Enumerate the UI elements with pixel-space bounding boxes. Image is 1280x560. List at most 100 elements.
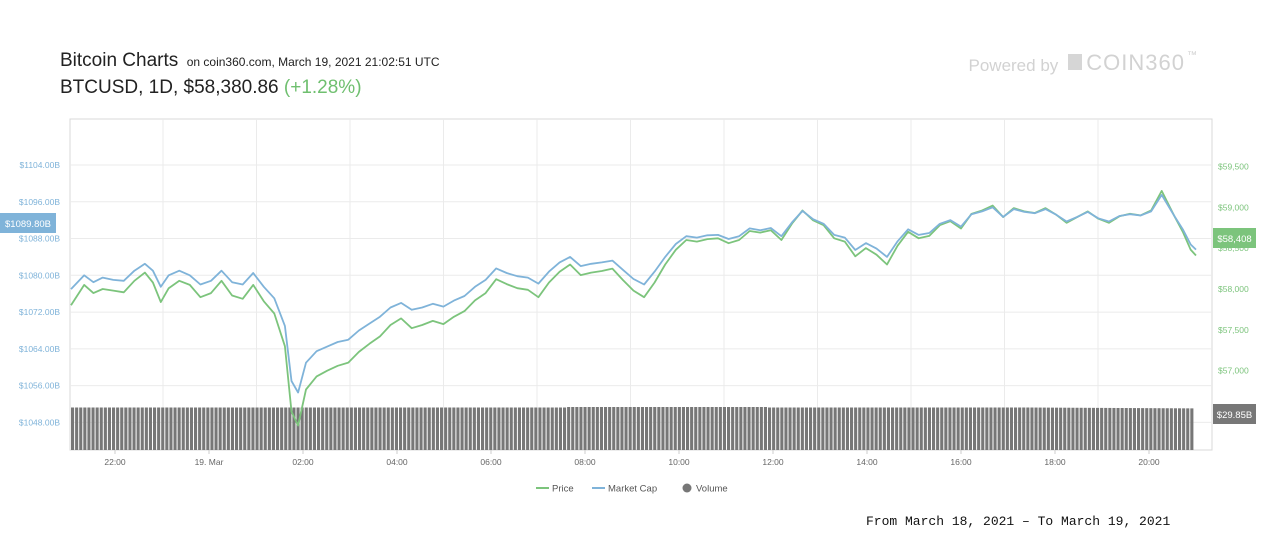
- volume-bar: [694, 407, 698, 450]
- volume-bar: [481, 407, 485, 450]
- volume-bar: [460, 407, 464, 450]
- volume-bar: [366, 407, 370, 450]
- volume-bar: [362, 407, 366, 450]
- volume-bar: [472, 407, 476, 450]
- title-block: Bitcoin Charts on coin360.com, March 19,…: [60, 50, 440, 101]
- volume-bar: [907, 407, 911, 450]
- volume-bar: [1026, 407, 1030, 450]
- volume-bar: [1001, 407, 1005, 450]
- x-axis-tick-label: 18:00: [1044, 457, 1066, 467]
- right-axis-tick-label: $57,000: [1218, 366, 1249, 376]
- volume-bar: [136, 407, 140, 450]
- legend-market-cap-label: Market Cap: [608, 484, 657, 495]
- volume-bar: [148, 407, 152, 450]
- volume-bar: [448, 407, 452, 450]
- volume-bar: [214, 407, 218, 450]
- volume-bar: [628, 407, 632, 450]
- powered-by-label: Powered by: [968, 56, 1059, 75]
- volume-bar: [587, 407, 591, 450]
- powered-by[interactable]: Powered by COIN360 ™: [969, 50, 1199, 76]
- volume-bar: [681, 407, 685, 450]
- volume-bar: [546, 407, 550, 450]
- volume-bar: [755, 407, 759, 450]
- volume-bar: [394, 407, 398, 450]
- volume-bar: [788, 407, 792, 450]
- volume-bar: [624, 407, 628, 450]
- volume-bar: [821, 407, 825, 450]
- volume-bar: [772, 407, 776, 450]
- price-change: (+1.28%): [283, 77, 362, 98]
- volume-bar: [95, 407, 99, 450]
- market-cap-line[interactable]: [70, 194, 1197, 394]
- volume-bar: [1186, 408, 1190, 450]
- volume-bar: [727, 407, 731, 450]
- volume-bar: [1120, 408, 1124, 450]
- volume-bar: [91, 407, 95, 450]
- market-cap-current-label: $1089.80B: [5, 219, 51, 230]
- volume-bar: [341, 407, 345, 450]
- volume-bar: [1165, 408, 1169, 450]
- volume-bar: [485, 407, 489, 450]
- right-axis-tick-label: $59,500: [1218, 161, 1249, 171]
- volume-bar: [1137, 408, 1141, 450]
- volume-bar: [247, 407, 251, 450]
- volume-bar: [505, 407, 509, 450]
- volume-bar: [333, 407, 337, 450]
- volume-bar: [1157, 408, 1161, 450]
- volume-bar: [1055, 407, 1059, 450]
- volume-bar: [1112, 407, 1116, 450]
- volume-bar: [530, 407, 534, 450]
- volume-bar: [747, 407, 751, 450]
- volume-bar: [87, 407, 91, 450]
- volume-bar: [657, 407, 661, 450]
- volume-bar: [956, 407, 960, 450]
- coin360-logo-text: COIN360: [1086, 50, 1185, 75]
- coin360-logo-tm: ™: [1187, 50, 1198, 61]
- volume-bar: [427, 407, 431, 450]
- volume-bar: [144, 407, 148, 450]
- volume-bar: [1067, 407, 1071, 450]
- volume-bar: [386, 407, 390, 450]
- volume-bar: [157, 407, 161, 450]
- volume-bar: [612, 407, 616, 450]
- legend-volume-label: Volume: [696, 484, 728, 495]
- right-axis-tick-label: $57,500: [1218, 325, 1249, 335]
- volume-bar: [263, 407, 267, 450]
- volume-bar: [304, 407, 308, 450]
- volume-bar: [169, 407, 173, 450]
- volume-bar: [1009, 407, 1013, 450]
- volume-bar: [878, 407, 882, 450]
- volume-bar: [841, 407, 845, 450]
- volume-bar: [669, 407, 673, 450]
- legend-price-label: Price: [552, 484, 574, 495]
- volume-bar: [353, 407, 357, 450]
- volume-bar: [259, 407, 263, 450]
- volume-bar: [1153, 408, 1157, 450]
- volume-bar: [128, 407, 132, 450]
- volume-bar: [222, 407, 226, 450]
- volume-bar: [431, 407, 435, 450]
- volume-bar: [1149, 408, 1153, 450]
- volume-bar: [608, 407, 612, 450]
- volume-bar: [497, 407, 501, 450]
- volume-bar: [181, 407, 185, 450]
- volume-bar: [989, 407, 993, 450]
- volume-bar: [768, 407, 772, 450]
- volume-bar: [932, 407, 936, 450]
- volume-bar: [731, 407, 735, 450]
- volume-bar: [575, 407, 579, 450]
- volume-bar: [194, 407, 198, 450]
- volume-bar: [985, 407, 989, 450]
- volume-bar: [784, 407, 788, 450]
- volume-bar: [267, 407, 271, 450]
- volume-bar: [107, 407, 111, 450]
- volume-bar: [780, 407, 784, 450]
- date-range: From March 18, 2021 – To March 19, 2021: [866, 514, 1171, 529]
- volume-bar: [567, 407, 571, 450]
- volume-bar: [1169, 408, 1173, 450]
- volume-bar: [218, 407, 222, 450]
- volume-bar: [599, 407, 603, 450]
- volume-bar: [735, 407, 739, 450]
- left-axis-tick-label: $1056.00B: [19, 381, 60, 391]
